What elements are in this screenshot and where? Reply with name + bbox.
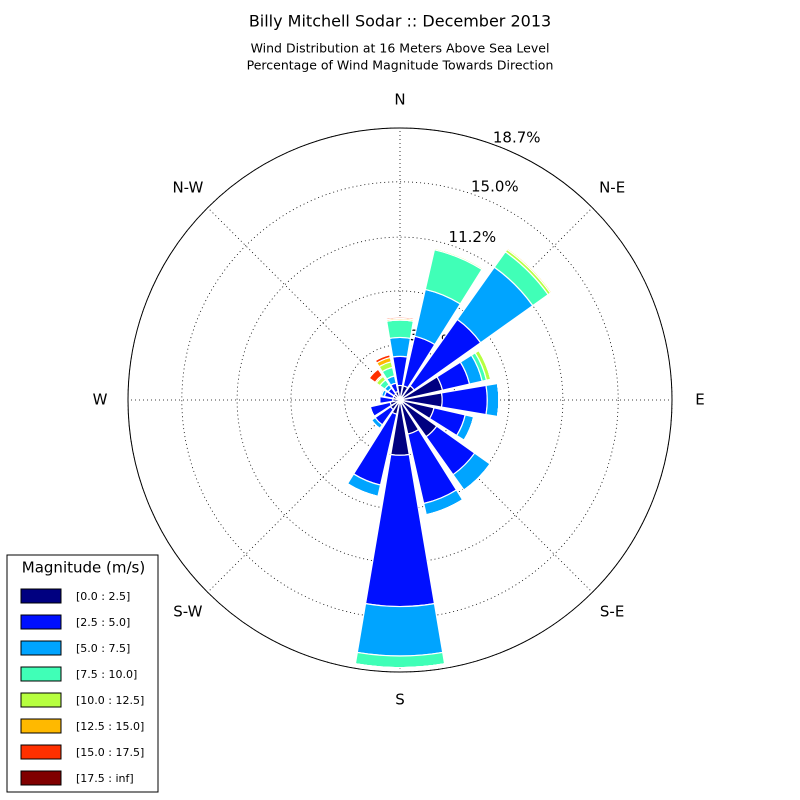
angle-label: S-W	[173, 603, 202, 621]
radial-grid-line	[181, 181, 619, 619]
legend-label: [17.5 : inf]	[76, 772, 134, 785]
legend-swatch	[20, 718, 62, 734]
radial-grid-line	[236, 236, 564, 564]
radial-tick-label: 15.0%	[471, 177, 519, 195]
legend: Magnitude (m/s) [0.0 : 2.5] [2.5 : 5.0] [5.…	[6, 554, 159, 793]
bar-segment	[371, 419, 381, 429]
angle-label: S-E	[600, 603, 624, 621]
legend-swatch	[20, 692, 62, 708]
chart-subtitle: Percentage of Wind Magnitude Towards Dir…	[247, 58, 554, 73]
legend-label: [12.5 : 15.0]	[76, 720, 144, 733]
angle-label: N-E	[599, 178, 625, 196]
legend-swatch	[20, 770, 62, 786]
bars	[346, 247, 553, 669]
legend-label: [15.0 : 17.5]	[76, 746, 144, 759]
radial-tick-label: 11.2%	[449, 228, 497, 246]
bar-segment	[385, 319, 415, 340]
bar-segment	[440, 384, 488, 416]
legend-label: [10.0 : 12.5]	[76, 694, 144, 707]
angular-grid-line	[399, 399, 593, 593]
legend-swatch	[20, 666, 62, 682]
bar-segment	[478, 350, 492, 380]
angle-label: S	[395, 691, 405, 709]
bar-segment	[388, 336, 412, 358]
radial-grid-line	[290, 290, 510, 510]
legend-swatch	[20, 744, 62, 760]
legend-swatch	[20, 588, 62, 604]
legend-title: Magnitude (m/s)	[22, 559, 145, 577]
bar-segment	[356, 602, 444, 657]
angle-label: N-W	[172, 178, 203, 196]
chart-title: Billy Mitchell Sodar :: December 2013	[249, 12, 551, 31]
legend-label: [5.0 : 7.5]	[76, 642, 130, 655]
bar-segment	[347, 483, 379, 497]
radial-grid-line	[127, 127, 673, 673]
angular-grid-line	[207, 399, 401, 593]
angle-label: N	[394, 91, 405, 109]
radial-tick-label: 18.7%	[493, 128, 541, 146]
legend-label: [7.5 : 10.0]	[76, 668, 137, 681]
bar-segment	[507, 247, 553, 293]
bar-segment	[355, 663, 445, 669]
legend-label: [2.5 : 5.0]	[76, 616, 130, 629]
bar-segment	[426, 499, 463, 516]
bar-segment	[485, 382, 500, 418]
chart-subtitle: Wind Distribution at 16 Meters Above Sea…	[251, 41, 550, 56]
angle-label: W	[93, 391, 108, 409]
legend-swatch	[20, 614, 62, 630]
legend-label: [0.0 : 2.5]	[76, 590, 130, 603]
angle-label: E	[695, 391, 704, 409]
legend-swatch	[20, 640, 62, 656]
angular-grid-line	[207, 207, 401, 401]
